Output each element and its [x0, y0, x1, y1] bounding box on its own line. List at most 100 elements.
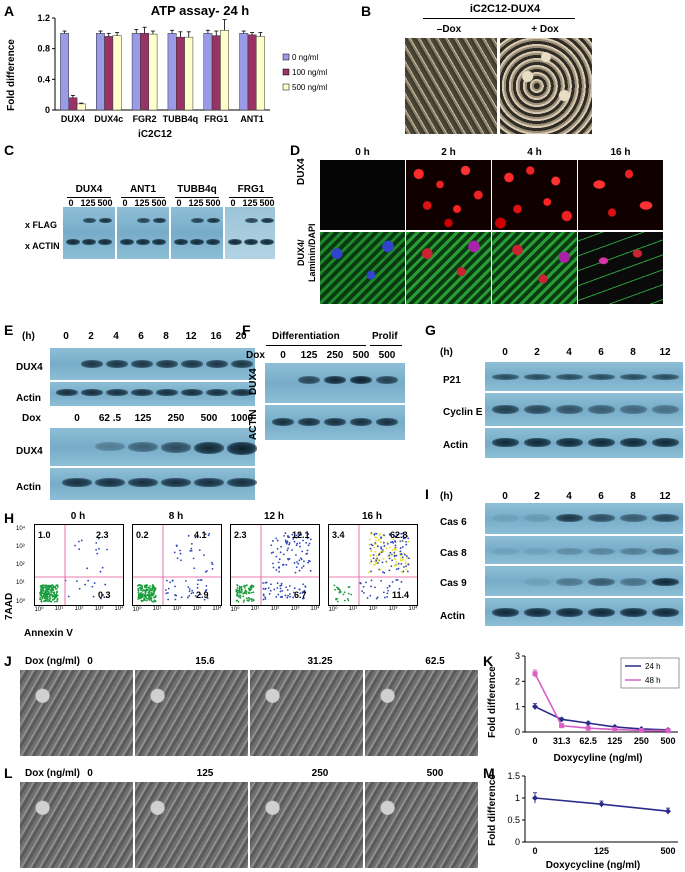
h-quadrant-lr: 2.9 — [196, 590, 209, 600]
h-event — [141, 584, 144, 587]
c-actin-band — [120, 239, 134, 245]
panel-label-d: D — [290, 142, 301, 158]
h-event — [140, 599, 143, 602]
h-event — [372, 557, 375, 560]
h-event — [92, 595, 95, 598]
c-actin-band — [152, 239, 166, 245]
bar — [176, 36, 185, 111]
h-event — [362, 585, 365, 588]
g-actin-band — [652, 438, 679, 447]
c-group-line — [175, 197, 219, 198]
h-event — [194, 536, 197, 539]
h-event — [279, 587, 282, 590]
h-event — [282, 563, 285, 566]
h-quadrant-ur: 12.1 — [292, 530, 310, 540]
h-event — [186, 596, 189, 599]
h-event — [288, 542, 291, 544]
h-event — [399, 547, 402, 549]
h-event — [350, 593, 353, 596]
h-event — [275, 596, 278, 598]
e-actin-time-band — [131, 389, 153, 396]
h-event — [380, 579, 383, 582]
h-event — [235, 589, 238, 592]
h-event — [211, 563, 214, 566]
h-event — [395, 554, 398, 557]
h-x-tick: 10³ — [94, 606, 104, 612]
h-event — [50, 600, 53, 603]
h-event — [299, 592, 302, 595]
h-event — [309, 569, 312, 572]
h-event — [76, 580, 78, 583]
g-actin-band — [492, 438, 519, 447]
h-event — [396, 533, 399, 536]
g-actin-band — [556, 438, 583, 447]
h-event — [193, 567, 196, 570]
h-event — [240, 591, 243, 594]
f-actin-band — [298, 418, 320, 426]
h-event — [284, 594, 287, 597]
bar — [256, 36, 265, 111]
h-event — [270, 552, 273, 554]
g-actin-band — [620, 438, 647, 447]
h-event — [298, 542, 301, 544]
e-unit: (h) — [22, 331, 35, 342]
h-event — [276, 539, 279, 542]
h-x-tick: 10³ — [388, 606, 398, 612]
h-quadrant-ur: 62.8 — [390, 530, 408, 540]
e-actin-dose-band — [95, 478, 125, 487]
e-dose-label: 250 — [167, 413, 185, 424]
c-actin-band — [244, 239, 258, 245]
h-event — [297, 532, 300, 535]
h-event — [184, 580, 187, 582]
h-event — [39, 591, 41, 594]
h-event — [137, 591, 140, 594]
h-event — [392, 538, 395, 541]
j-micrograph-3 — [365, 670, 478, 756]
j-dose-label: 31.25 — [307, 656, 333, 667]
c-flag-band — [83, 218, 96, 223]
h-event — [204, 533, 207, 536]
h-event — [307, 559, 310, 562]
h-event — [196, 583, 199, 586]
h-event — [305, 542, 308, 544]
f-row-actin: ACTIN — [248, 409, 259, 440]
d-image-4h-merge — [492, 232, 577, 304]
h-event — [343, 591, 346, 594]
e-actin-dose-band — [227, 478, 257, 487]
c-actin-band — [228, 239, 242, 245]
h-event — [98, 547, 100, 550]
h-event — [405, 565, 407, 568]
h-event — [204, 570, 207, 573]
h-event — [39, 598, 41, 601]
h-event — [143, 585, 146, 587]
h-event — [398, 588, 401, 590]
c-actin-band — [206, 239, 220, 245]
f-dose-label: 500 — [352, 350, 370, 361]
h-event — [282, 553, 285, 556]
h-event — [150, 592, 153, 594]
h-event — [405, 543, 408, 546]
h-event — [145, 586, 148, 589]
h-event — [56, 598, 59, 601]
data-point — [665, 728, 671, 734]
bar — [167, 33, 177, 111]
g-cycline-band — [524, 405, 551, 414]
h-event — [370, 558, 373, 561]
l-micrograph-1 — [135, 782, 248, 868]
h-event — [366, 597, 369, 599]
h-event — [378, 538, 381, 540]
e-row-dux4-dose: DUX4 — [16, 446, 43, 457]
h-event — [84, 583, 86, 586]
g-p21-band — [492, 374, 519, 380]
i-cas6-band — [620, 514, 647, 522]
i-cas6-band — [492, 514, 519, 522]
h-event — [236, 587, 239, 589]
h-event — [47, 591, 50, 594]
c-dose-label: 500 — [151, 198, 167, 208]
h-event — [303, 589, 306, 592]
h-event — [370, 579, 373, 582]
h-event — [252, 591, 255, 594]
h-event — [50, 593, 53, 596]
e-dux4-time-band — [131, 360, 153, 368]
h-x-tick: 10³ — [290, 606, 300, 612]
